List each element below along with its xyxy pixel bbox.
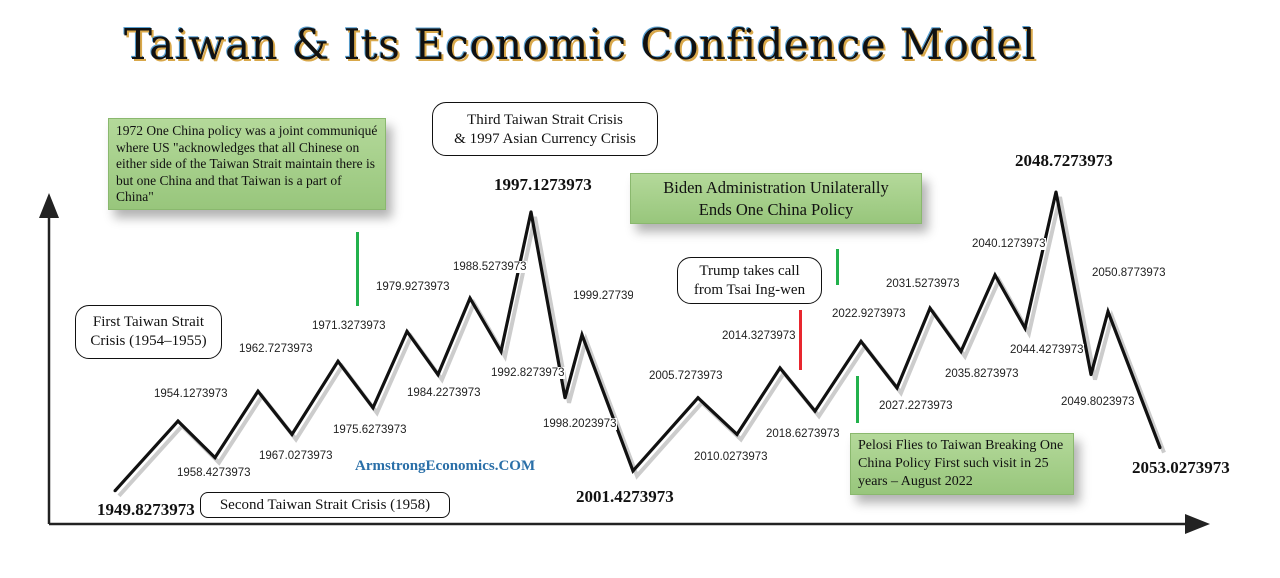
turning-point bbox=[778, 366, 782, 370]
point-label: 2053.0273973 bbox=[1132, 458, 1230, 477]
point-label: 1998.2023973 bbox=[543, 418, 617, 430]
point-label: 1954.1273973 bbox=[154, 388, 228, 400]
point-label: 2001.4273973 bbox=[576, 487, 674, 506]
annotation-text: Second Taiwan Strait Crisis (1958) bbox=[219, 497, 431, 513]
turning-point bbox=[1158, 446, 1162, 450]
turning-point bbox=[696, 396, 700, 400]
annotation-pelosi: Pelosi Flies to Taiwan Breaking One Chin… bbox=[850, 433, 1074, 495]
point-label: 2044.4273973 bbox=[1010, 344, 1084, 356]
turning-point bbox=[1054, 190, 1058, 194]
point-label: 1992.8273973 bbox=[491, 367, 565, 379]
turning-point bbox=[563, 396, 567, 400]
annotation-text: Trump takes call bbox=[699, 263, 800, 279]
turning-point bbox=[580, 333, 584, 337]
annotation-third-crisis: Third Taiwan Strait Crisis & 1997 Asian … bbox=[432, 102, 658, 156]
annotation-text: First Taiwan Strait bbox=[92, 314, 205, 330]
turning-point bbox=[529, 210, 533, 214]
watermark: ArmstrongEconomics.COM bbox=[355, 458, 536, 474]
point-label: 1971.3273973 bbox=[312, 320, 386, 332]
point-label: 1975.6273973 bbox=[333, 424, 407, 436]
turning-point bbox=[213, 456, 217, 460]
turning-point bbox=[468, 296, 472, 300]
turning-point bbox=[290, 432, 294, 436]
turning-point bbox=[631, 469, 635, 473]
point-label: 2010.0273973 bbox=[694, 451, 768, 463]
annotation-second-crisis: Second Taiwan Strait Crisis (1958) bbox=[200, 492, 450, 518]
annotation-one-china-1972: 1972 One China policy was a joint commun… bbox=[108, 118, 386, 210]
turning-point bbox=[735, 432, 739, 436]
turning-point bbox=[859, 339, 863, 343]
turning-point bbox=[336, 359, 340, 363]
point-label: 2014.3273973 bbox=[722, 330, 796, 342]
point-label: 1999.277397 bbox=[573, 290, 633, 302]
annotation-biden: Biden Administration Unilaterally Ends O… bbox=[630, 173, 922, 224]
annotation-text: Ends One China Policy bbox=[698, 200, 854, 219]
point-label: 2022.9273973 bbox=[832, 308, 906, 320]
annotation-text: Pelosi Flies to Taiwan Breaking One Chin… bbox=[858, 438, 1064, 489]
point-label: 2049.8023973 bbox=[1061, 396, 1135, 408]
annotation-text: Third Taiwan Strait Crisis bbox=[467, 112, 623, 128]
annotation-text: 1972 One China policy was a joint commun… bbox=[116, 123, 378, 204]
point-label: 1967.0273973 bbox=[259, 450, 333, 462]
turning-point bbox=[928, 306, 932, 310]
turning-point bbox=[176, 419, 180, 423]
annotation-text: from Tsai Ing-wen bbox=[693, 282, 806, 298]
marker-green-pelosi bbox=[856, 376, 859, 423]
turning-point bbox=[405, 329, 409, 333]
point-label: 1988.5273973 bbox=[453, 261, 527, 273]
point-label: 2031.5273973 bbox=[886, 278, 960, 290]
annotation-text: & 1997 Asian Currency Crisis bbox=[454, 131, 636, 147]
annotation-text: Crisis (1954–1955) bbox=[90, 333, 207, 349]
turning-point bbox=[113, 489, 117, 493]
point-label: 2048.7273973 bbox=[1015, 151, 1113, 170]
point-label: 1979.9273973 bbox=[376, 281, 450, 293]
turning-point bbox=[436, 373, 440, 377]
point-label: 1984.2273973 bbox=[407, 387, 481, 399]
turning-point bbox=[813, 409, 817, 413]
marker-green-1972 bbox=[356, 232, 359, 306]
point-label: 2005.7273973 bbox=[649, 370, 723, 382]
annotation-text: Biden Administration Unilaterally bbox=[663, 178, 889, 197]
point-label: 1958.4273973 bbox=[177, 467, 251, 479]
point-label: 2050.8773973 bbox=[1092, 267, 1166, 279]
marker-green-biden bbox=[836, 249, 839, 285]
chart-title: Taiwan & Its Economic Confidence Model bbox=[123, 20, 1037, 69]
turning-point bbox=[1106, 310, 1110, 313]
turning-point bbox=[256, 389, 260, 393]
point-label: 1997.1273973 bbox=[494, 175, 592, 194]
marker-red-trump bbox=[799, 310, 802, 370]
turning-point bbox=[1023, 326, 1027, 330]
turning-point bbox=[993, 273, 997, 277]
turning-point bbox=[1089, 373, 1093, 377]
turning-point bbox=[371, 406, 375, 410]
turning-point bbox=[895, 386, 899, 390]
point-label: 2027.2273973 bbox=[879, 400, 953, 412]
point-label: 2035.8273973 bbox=[945, 368, 1019, 380]
point-label: 1949.8273973 bbox=[97, 500, 195, 519]
point-label: 2018.6273973 bbox=[766, 428, 840, 440]
annotation-trump: Trump takes call from Tsai Ing-wen bbox=[677, 257, 822, 304]
point-label: 2040.1273973 bbox=[972, 238, 1046, 250]
turning-point bbox=[499, 349, 503, 353]
turning-point bbox=[959, 349, 963, 353]
annotation-first-crisis: First Taiwan Strait Crisis (1954–1955) bbox=[75, 305, 222, 359]
point-label: 1962.7273973 bbox=[239, 343, 313, 355]
